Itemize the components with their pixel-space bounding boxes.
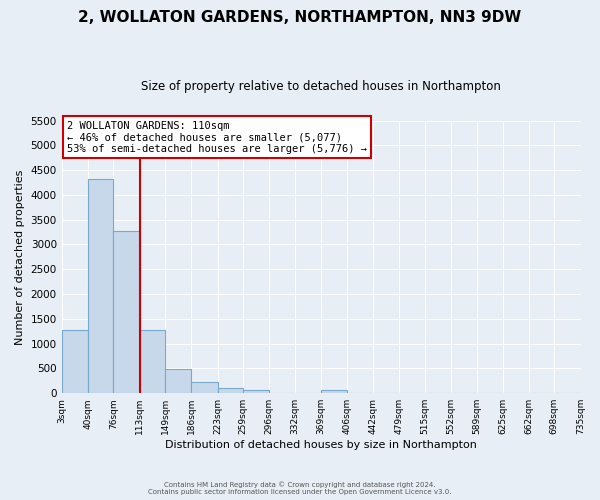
Bar <box>140 330 165 393</box>
Text: 2 WOLLATON GARDENS: 110sqm
← 46% of detached houses are smaller (5,077)
53% of s: 2 WOLLATON GARDENS: 110sqm ← 46% of deta… <box>67 120 367 154</box>
Bar <box>191 382 218 393</box>
Bar <box>62 330 88 393</box>
Text: 2, WOLLATON GARDENS, NORTHAMPTON, NN3 9DW: 2, WOLLATON GARDENS, NORTHAMPTON, NN3 9D… <box>79 10 521 25</box>
X-axis label: Distribution of detached houses by size in Northampton: Distribution of detached houses by size … <box>165 440 477 450</box>
Bar <box>243 390 269 393</box>
Title: Size of property relative to detached houses in Northampton: Size of property relative to detached ho… <box>141 80 501 93</box>
Bar <box>113 230 140 393</box>
Y-axis label: Number of detached properties: Number of detached properties <box>15 169 25 344</box>
Bar <box>165 370 191 393</box>
Text: Contains HM Land Registry data © Crown copyright and database right 2024.
Contai: Contains HM Land Registry data © Crown c… <box>148 482 452 495</box>
Bar <box>218 388 243 393</box>
Bar <box>321 390 347 393</box>
Bar <box>88 178 113 393</box>
